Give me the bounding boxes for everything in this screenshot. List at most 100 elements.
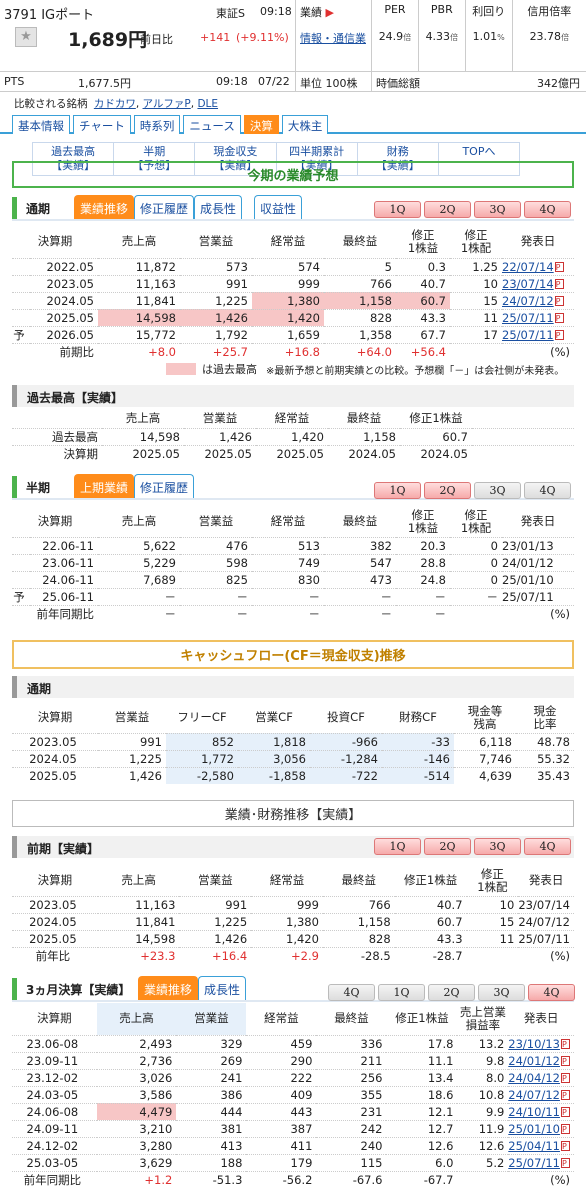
tsuki-table: 決算期 売上高 営業益 経常益 最終益 修正 1株益 修正 1株配 発表日 20…: [12, 226, 574, 360]
table-cell: [472, 427, 574, 445]
table-row: 24.09-11 3,210 381 387 242 12.7 11.9 25/01/10 P: [12, 1119, 574, 1137]
fin-table: 決算期 売上高 営業益 経常益 最終益 修正1株益 修正 1株配 発表日 202…: [12, 866, 574, 964]
q1-button[interactable]: 1Q: [374, 838, 421, 855]
table-cell: 2025.05: [30, 308, 98, 326]
record-legend-swatch: [166, 363, 196, 375]
table-cell: 13.4: [386, 1068, 458, 1086]
table-cell[interactable]: 23/10/13 P: [508, 1034, 574, 1052]
pdf-icon[interactable]: P: [560, 1039, 570, 1049]
pill-trend[interactable]: 業績推移: [74, 195, 135, 219]
table-cell[interactable]: 25/07/11 P: [502, 325, 574, 343]
table-cell: 24.03-05: [12, 1085, 97, 1103]
pill-half-results[interactable]: 上期業績: [74, 474, 135, 498]
table-cell: 0: [450, 570, 502, 588]
table-cell: 2024.05: [12, 749, 98, 767]
subnav-top[interactable]: TOPへ: [462, 145, 496, 158]
q3-button[interactable]: 3Q: [474, 838, 521, 855]
pdf-icon[interactable]: P: [554, 296, 564, 306]
prev-q4-button[interactable]: 4Q: [328, 984, 375, 1001]
tab-news[interactable]: ニュース: [183, 115, 241, 134]
pill-q-trend[interactable]: 業績推移: [138, 976, 199, 1000]
table-cell: 2024.05: [400, 444, 472, 462]
table-cell[interactable]: 24/07/12 P: [508, 1085, 574, 1103]
table-cell[interactable]: 25/04/11 P: [508, 1136, 574, 1154]
yoy-label: 前年同期比: [12, 1170, 97, 1188]
q4-button[interactable]: 4Q: [528, 984, 575, 1001]
table-cell: 24.09-11: [12, 1119, 97, 1137]
table-cell[interactable]: 22/07/14 P: [502, 257, 574, 275]
q2-button[interactable]: 2Q: [428, 984, 475, 1001]
tab-earnings[interactable]: 決算: [243, 115, 279, 134]
table-cell[interactable]: 24/01/12 P: [508, 1051, 574, 1069]
table-cell: 115: [316, 1153, 387, 1171]
pdf-icon[interactable]: P: [554, 279, 564, 289]
yoy-cell: -67.7: [386, 1170, 458, 1188]
table-cell[interactable]: 25/07/11 P: [508, 1153, 574, 1171]
q1-button[interactable]: 1Q: [374, 482, 421, 499]
compare-link-dle[interactable]: DLE: [197, 98, 219, 110]
table-cell[interactable]: 25/07/11 P: [502, 308, 574, 326]
cashflow-title: キャッシュフロー(CF＝現金収支)推移: [12, 640, 574, 669]
sector-link[interactable]: 情報・通信業: [300, 32, 366, 45]
q3-button[interactable]: 3Q: [478, 984, 525, 1001]
table-cell: －: [252, 587, 324, 605]
col-header: 売上高: [121, 514, 157, 529]
table-cell: 8.0: [457, 1068, 509, 1086]
compare-row: 比較される銘柄 カドカワ, アルファP, DLE: [14, 98, 219, 110]
q2-button[interactable]: 2Q: [424, 201, 471, 218]
yoy-cell: +1.2: [96, 1170, 177, 1188]
q1-button[interactable]: 1Q: [378, 984, 425, 1001]
star-icon[interactable]: ★: [15, 27, 37, 47]
table-cell[interactable]: 24/07/12 P: [502, 291, 574, 309]
compare-link-kadokawa[interactable]: カドカワ: [93, 98, 136, 110]
table-cell: 413: [176, 1136, 247, 1154]
pdf-icon[interactable]: P: [554, 330, 564, 340]
pdf-icon[interactable]: P: [560, 1158, 570, 1168]
pill-q-growth[interactable]: 成長性: [198, 976, 247, 1000]
table-cell: 25/07/11: [518, 929, 574, 947]
tab-timeseries[interactable]: 時系列: [133, 115, 181, 134]
q2-button[interactable]: 2Q: [424, 482, 471, 499]
q3-button[interactable]: 3Q: [474, 482, 521, 499]
table-cell: 825: [180, 570, 252, 588]
table-cell: 23/07/14: [518, 895, 574, 913]
pdf-icon[interactable]: P: [554, 313, 564, 323]
q1-button[interactable]: 1Q: [374, 201, 421, 218]
q4-button[interactable]: 4Q: [524, 482, 571, 499]
table-cell: 290: [246, 1051, 317, 1069]
q4-button[interactable]: 4Q: [524, 201, 571, 218]
q2-button[interactable]: 2Q: [424, 838, 471, 855]
compare-link-alphap[interactable]: アルファP: [142, 98, 191, 110]
q4-button[interactable]: 4Q: [524, 838, 571, 855]
pdf-icon[interactable]: P: [560, 1107, 570, 1117]
table-cell: 1,158: [324, 291, 396, 309]
table-cell[interactable]: 23/07/14 P: [502, 274, 574, 292]
table-cell: 2023.05: [30, 274, 98, 292]
pill-growth[interactable]: 成長性: [194, 195, 243, 219]
pdf-icon[interactable]: P: [560, 1056, 570, 1066]
pdf-icon[interactable]: P: [560, 1073, 570, 1083]
metric-value: 23.78: [529, 30, 562, 43]
table-cell: 13.2: [457, 1034, 509, 1052]
tab-chart[interactable]: チャート: [73, 115, 131, 134]
table-cell[interactable]: 24/10/11 P: [508, 1102, 574, 1120]
table-cell[interactable]: 24/04/12 P: [508, 1068, 574, 1086]
table-cell[interactable]: 25/01/10 P: [508, 1119, 574, 1137]
q3-button[interactable]: 3Q: [474, 201, 521, 218]
col-header: 経常益: [269, 873, 305, 888]
pdf-icon[interactable]: P: [560, 1090, 570, 1100]
table-cell: 1,380: [252, 291, 324, 309]
pdf-icon[interactable]: P: [560, 1124, 570, 1134]
market-cap-value: 342億円: [537, 76, 580, 90]
tsuki-title: 通期: [26, 202, 51, 216]
pill-profitability[interactable]: 収益性: [254, 195, 303, 219]
pill-half-revision[interactable]: 修正履歴: [134, 474, 195, 498]
tab-shareholders[interactable]: 大株主: [281, 115, 329, 134]
pill-revision[interactable]: 修正履歴: [134, 195, 195, 219]
pdf-icon[interactable]: P: [560, 1141, 570, 1151]
table-cell: 10.8: [457, 1085, 509, 1103]
metric-label: 信用倍率: [527, 5, 572, 18]
tab-basic[interactable]: 基本情報: [12, 115, 70, 134]
table-cell: 40.7: [396, 274, 450, 292]
pdf-icon[interactable]: P: [554, 262, 564, 272]
